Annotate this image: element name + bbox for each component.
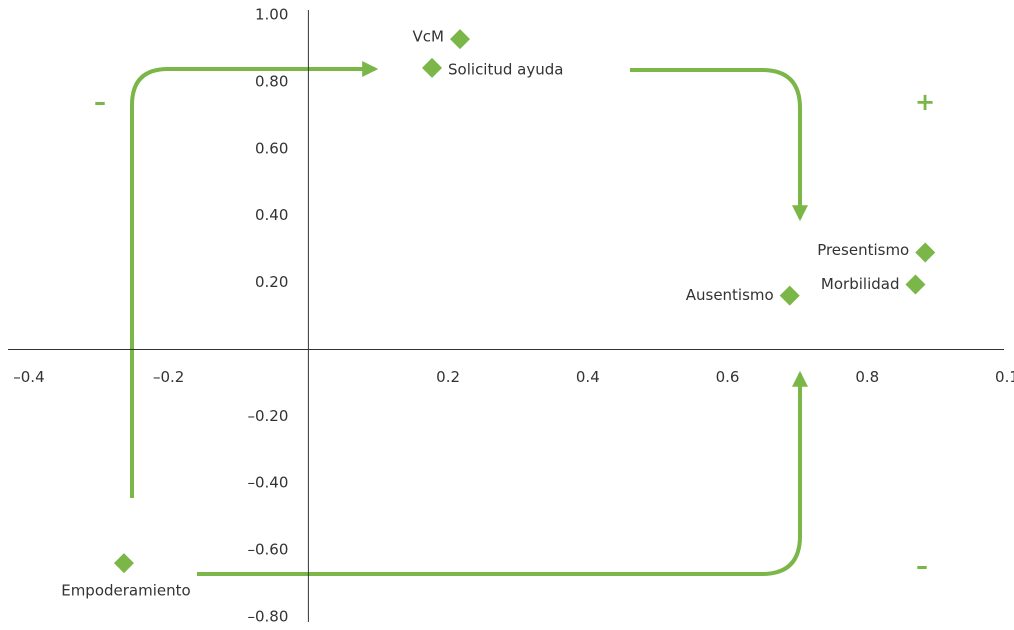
point-label: Presentismo bbox=[817, 241, 909, 259]
point bbox=[422, 57, 443, 78]
point bbox=[779, 285, 800, 306]
point bbox=[915, 242, 936, 263]
y-tick-label: 0.80 bbox=[255, 72, 288, 90]
flow-arrow bbox=[130, 61, 379, 498]
annotation: + bbox=[915, 88, 935, 116]
annotation: – bbox=[94, 88, 106, 116]
x-tick-label: 0.2 bbox=[436, 368, 460, 386]
point bbox=[113, 553, 134, 574]
y-tick-label: 0.60 bbox=[255, 139, 288, 157]
point-label: Morbilidad bbox=[821, 275, 900, 293]
flow-arrow bbox=[630, 68, 808, 222]
flow-arrow bbox=[197, 370, 808, 576]
x-tick-label: 0.6 bbox=[716, 368, 740, 386]
x-tick-label: –0.2 bbox=[153, 368, 184, 386]
point-label: VcM bbox=[413, 28, 444, 46]
point-label: Empoderamiento bbox=[61, 582, 190, 600]
point bbox=[905, 274, 926, 295]
y-tick-label: 0.20 bbox=[255, 273, 288, 291]
x-tick-label: 0.8 bbox=[855, 368, 879, 386]
point-label: Ausentismo bbox=[686, 286, 774, 304]
y-tick-label: 0.40 bbox=[255, 206, 288, 224]
x-tick-label: –0.4 bbox=[13, 368, 44, 386]
point-label: Solicitud ayuda bbox=[448, 60, 563, 78]
x-tick-label: 0.1 bbox=[995, 368, 1014, 386]
point bbox=[449, 29, 470, 50]
annotation: – bbox=[916, 552, 928, 580]
y-tick-label: –0.60 bbox=[247, 541, 288, 559]
y-tick-label: –0.20 bbox=[247, 407, 288, 425]
x-tick-label: 0.4 bbox=[576, 368, 600, 386]
y-tick-label: –0.40 bbox=[247, 474, 288, 492]
y-tick-label: 1.00 bbox=[255, 6, 288, 24]
y-tick-label: –0.80 bbox=[247, 608, 288, 626]
